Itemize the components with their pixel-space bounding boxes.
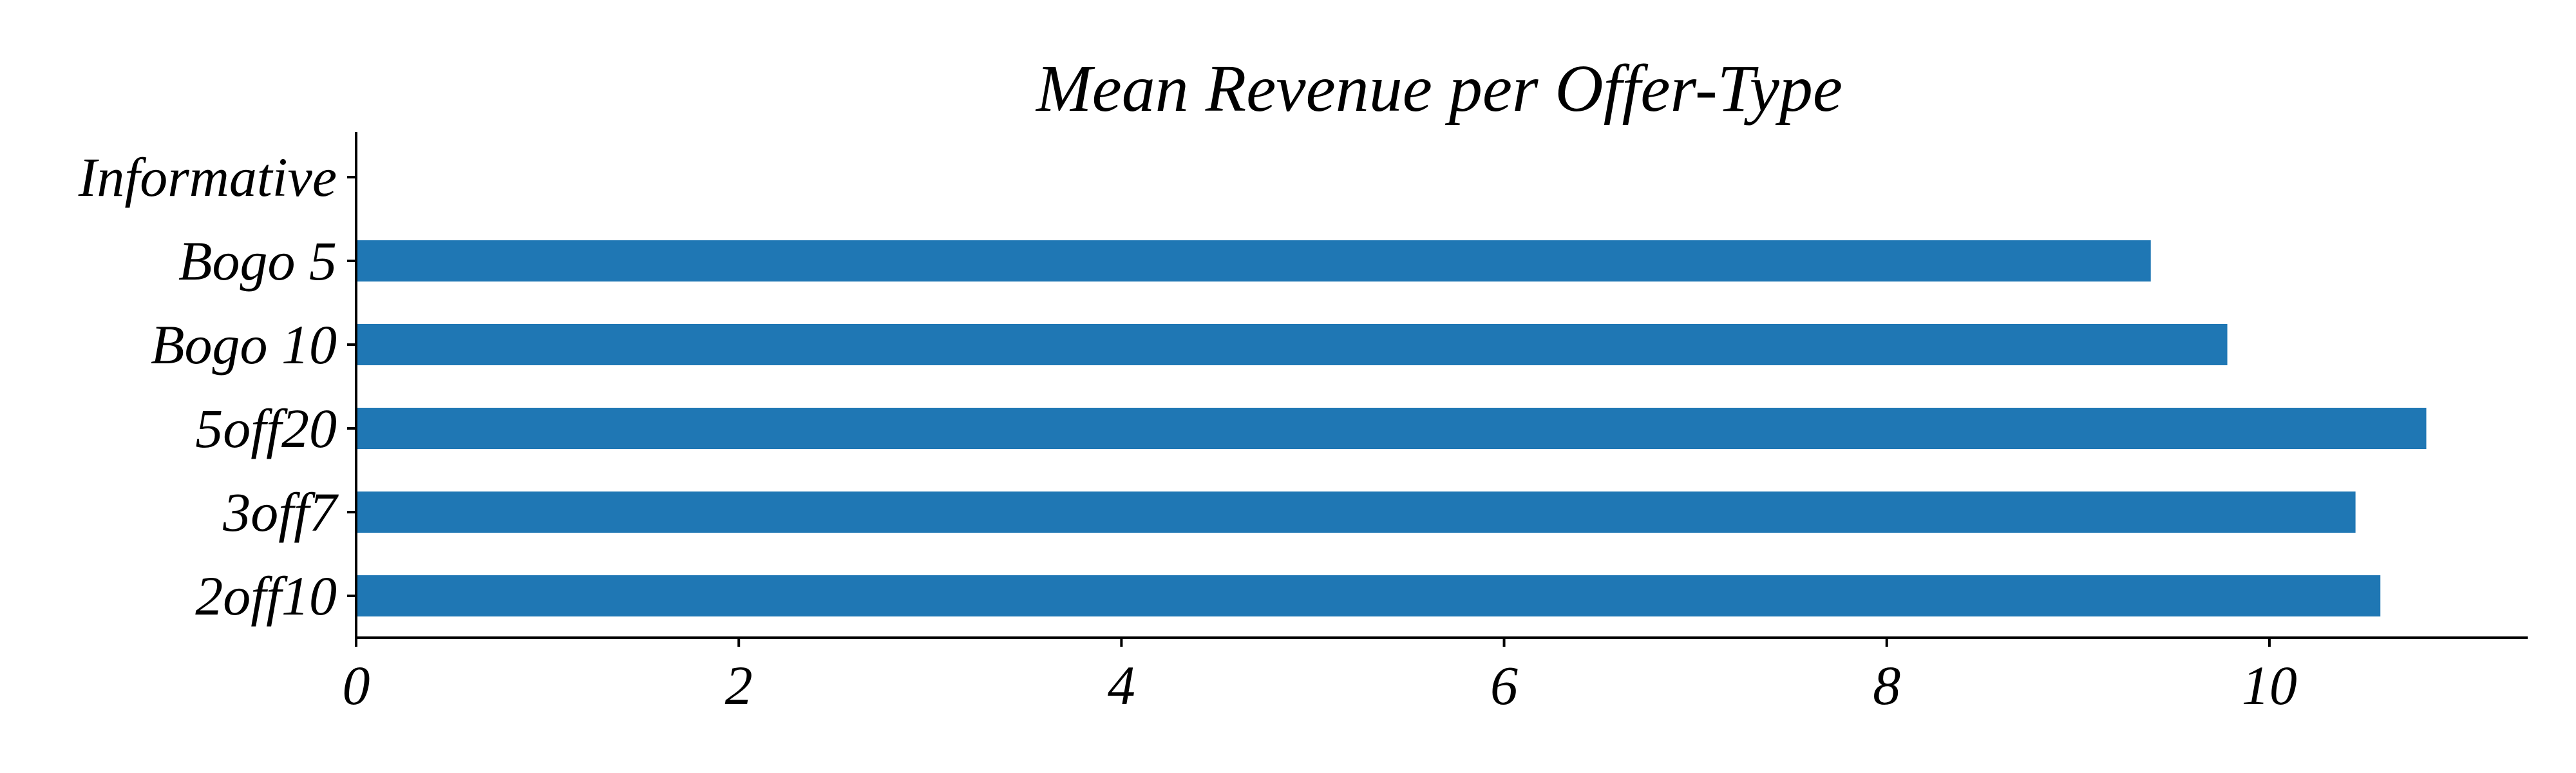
y-tick-label: 2off10 [195,565,337,627]
x-tick-label: 4 [1108,654,1135,716]
bars-group [356,240,2427,616]
y-tick-label: 5off20 [195,397,337,459]
x-tick-label: 2 [725,654,753,716]
x-axis-ticks: 0 2 4 6 8 10 [343,638,2297,716]
y-tick-label: Bogo 5 [178,230,337,292]
bar-5off20 [356,408,2427,449]
y-tick-label: Informative [78,146,337,208]
x-tick-label: 10 [2242,654,2297,716]
y-axis-ticks: 2off10 3off7 5off20 Bogo 10 Bogo 5 Informativ… [78,146,356,627]
chart-title: Mean Revenue per Offer-Type [1035,52,1842,126]
bar-2off10 [356,575,2381,616]
x-tick-label: 6 [1490,654,1518,716]
y-tick-label: 3off7 [222,481,339,543]
bar-bogo-5 [356,240,2151,282]
bar-3off7 [356,491,2356,533]
bar-bogo-10 [356,324,2228,365]
x-tick-label: 8 [1873,654,1900,716]
x-tick-label: 0 [343,654,370,716]
y-tick-label: Bogo 10 [151,314,337,376]
